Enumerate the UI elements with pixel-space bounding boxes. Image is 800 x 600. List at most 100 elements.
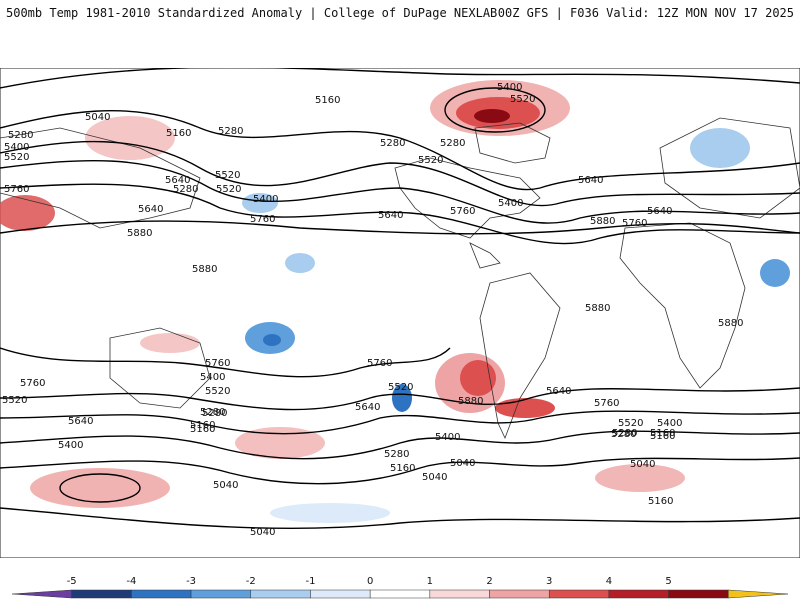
contour-label: 5760 (594, 398, 619, 409)
warm-anomaly-southpac (235, 427, 325, 459)
contour-label: 5760 (250, 214, 275, 225)
colorbar: -5 -4 -3 -2 -1 0 1 2 3 4 5 (11, 576, 789, 599)
warm-anomaly-atl (495, 398, 555, 418)
colorbar-swatch (548, 589, 610, 599)
contour-line (0, 430, 800, 460)
contour-label: 5520 (510, 94, 535, 105)
colorbar-swatch (190, 589, 252, 599)
contour-label: 5280 (8, 130, 33, 141)
colorbar-tick-label: 2 (486, 576, 492, 587)
contour-label: 5400 (497, 82, 522, 93)
contour-label: 5160 (650, 431, 675, 442)
warm-anomaly-peak (474, 109, 510, 123)
contour-label: 5640 (165, 175, 190, 186)
contour-label: 5760 (205, 358, 230, 369)
colorbar-tick-label: -1 (305, 576, 315, 587)
contour-label: 5280 (218, 126, 243, 137)
cold-anomaly-antarctic (270, 503, 390, 523)
contour-label: 5640 (647, 206, 672, 217)
colorbar-swatch (369, 589, 431, 599)
contour-label: 5280 (611, 429, 636, 440)
warm-anomaly-aus (140, 333, 200, 353)
contour-label: 5760 (4, 184, 29, 195)
contour-label: 5400 (498, 198, 523, 209)
colorbar-tick-label: -5 (67, 576, 77, 587)
contour-label: 5040 (450, 458, 475, 469)
contour-label: 5160 (648, 496, 673, 507)
contour-label: 5280 (380, 138, 405, 149)
warm-anomaly-west (0, 195, 55, 231)
contour-label: 5640 (378, 210, 403, 221)
contour-label: 5280 (384, 449, 409, 460)
contour-label: 5160 (166, 128, 191, 139)
contour-line (0, 347, 451, 378)
colorbar-swatch (250, 589, 311, 599)
contour-line (0, 507, 800, 530)
cold-anomaly-europe (690, 128, 750, 168)
contour-label: 5280 (612, 428, 637, 439)
contour-label: 5760 (450, 206, 475, 217)
contour-label-group: 5400 5520 5160 5040 5280 5160 5280 5280 … (2, 82, 743, 538)
colorbar-swatch (668, 589, 729, 599)
anomaly-map: 5400 5520 5160 5040 5280 5160 5280 5280 … (0, 68, 800, 558)
warm-anomaly-sa-core (460, 360, 496, 396)
contour-label: 5880 (590, 216, 615, 227)
contour-label: 5040 (85, 112, 110, 123)
colorbar-swatch (728, 589, 789, 599)
contour-label: 5880 (127, 228, 152, 239)
model-run-info: 00Z GFS | F036 Valid: 12Z MON NOV 17 202… (497, 6, 794, 20)
contour-label: 5760 (367, 358, 392, 369)
colorbar-swatch (489, 589, 550, 599)
contour-closed-high (59, 473, 141, 503)
asia-outline (0, 127, 201, 229)
contour-label: 5640 (578, 175, 603, 186)
contour-label: 5640 (546, 386, 571, 397)
contour-label: 5400 (58, 440, 83, 451)
cold-anomaly-tropics (285, 253, 315, 273)
africa-outline (619, 222, 746, 389)
europe-outline (659, 117, 800, 219)
contour-label: 5040 (250, 527, 275, 538)
contour-label: 5400 (657, 418, 682, 429)
contour-label: 5280 (200, 407, 225, 418)
colorbar-swatch (310, 589, 371, 599)
contour-label: 5280 (173, 184, 198, 195)
contour-label: 5520 (216, 184, 241, 195)
contour-label: 5160 (315, 95, 340, 106)
contour-label: 5160 (190, 420, 215, 431)
colorbar-ticks: -5 -4 -3 -2 -1 0 1 2 3 4 5 (67, 576, 672, 587)
contour-label: 5280 (440, 138, 465, 149)
contour-label: 5160 (390, 463, 415, 474)
contour-label: 5040 (422, 472, 447, 483)
colorbar-swatch (429, 589, 490, 599)
contour-label: 5160 (650, 428, 675, 439)
contour-line (0, 183, 800, 245)
contour-label: 5760 (20, 378, 45, 389)
cold-anomaly-pacific-core (263, 334, 281, 346)
australia-outline (109, 327, 211, 409)
contour-label: 5160 (190, 424, 215, 435)
cold-anomaly-africa (760, 259, 790, 287)
contour-line (0, 457, 800, 485)
contour-line (0, 110, 800, 191)
colorbar-tick-label: -4 (126, 576, 136, 587)
contour-label: 5640 (68, 416, 93, 427)
contour-label: 5520 (388, 382, 413, 393)
colorbar-swatch (71, 589, 132, 599)
greenland-outline (474, 122, 551, 164)
contour-label: 5400 (4, 142, 29, 153)
contour-line (0, 159, 800, 224)
contour-label: 5520 (215, 170, 240, 181)
contour-label: 5400 (253, 194, 278, 205)
contour-label: 5520 (2, 395, 27, 406)
contour-label: 5880 (458, 396, 483, 407)
contour-label: 5520 (205, 386, 230, 397)
warm-anomaly-indian (595, 464, 685, 492)
colorbar-swatch (131, 589, 192, 599)
contour-line (0, 140, 800, 207)
contour-line (0, 410, 800, 435)
contour-label: 5400 (200, 372, 225, 383)
contour-line (0, 68, 800, 89)
height-contours (0, 68, 800, 530)
contour-label: 5880 (718, 318, 743, 329)
